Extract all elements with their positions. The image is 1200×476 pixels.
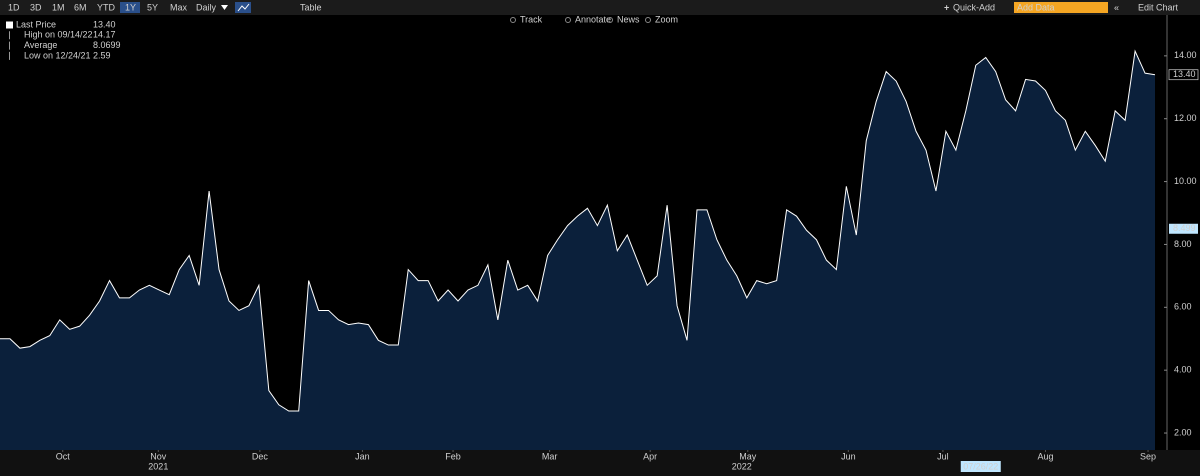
tool-button[interactable]: Annotate xyxy=(575,14,611,24)
price-marker-box xyxy=(1168,69,1199,81)
x-tick-label: Jan xyxy=(355,451,370,461)
x-tick-label: Feb xyxy=(445,451,461,461)
x-tick-label: May xyxy=(739,451,757,461)
x-tick-label: Oct xyxy=(56,451,71,461)
plus-icon: + xyxy=(944,2,949,12)
price-line xyxy=(0,49,1156,412)
range-button[interactable]: 5Y xyxy=(147,2,158,12)
quick-add-button[interactable]: Quick-Add xyxy=(953,2,995,12)
y-tick-label: 8.00 xyxy=(1174,239,1192,249)
price-marker-label: 13.40 xyxy=(1173,69,1196,79)
frequency-button[interactable]: Daily xyxy=(196,2,217,12)
tool-icon xyxy=(510,17,516,23)
crosshair-date-box xyxy=(960,461,1001,472)
legend-label: High on 09/14/22 xyxy=(24,30,93,40)
x-axis-band xyxy=(0,450,1200,476)
tool-icon xyxy=(565,17,571,23)
x-tick-label: Apr xyxy=(643,451,657,461)
x-tick-label: Aug xyxy=(1037,451,1053,461)
x-tick-label: Jul xyxy=(937,451,949,461)
year-label: 2022 xyxy=(732,461,752,471)
legend-box xyxy=(2,18,114,62)
table-button[interactable]: Table xyxy=(300,2,322,12)
legend-value: 8.0699 xyxy=(93,40,121,50)
tool-button[interactable]: Track xyxy=(520,14,543,24)
legend-label: Low on 12/24/21 xyxy=(24,50,91,60)
range-button[interactable]: 1Y xyxy=(125,2,136,12)
price-area xyxy=(0,51,1155,450)
dropdown-arrow xyxy=(221,5,228,10)
legend-label: Last Price xyxy=(16,19,56,29)
price-marker-label: 8.499 xyxy=(1173,223,1196,233)
x-tick-label: Nov xyxy=(150,451,167,461)
edit-chart-button[interactable]: Edit Chart xyxy=(1138,2,1179,12)
range-button[interactable]: 3D xyxy=(30,2,42,12)
tool-icon xyxy=(645,17,651,23)
price-marker-box xyxy=(1169,223,1198,234)
tool-button[interactable]: Zoom xyxy=(655,14,678,24)
legend-label: Average xyxy=(24,40,57,50)
line-icon xyxy=(237,3,250,12)
year-label: 2021 xyxy=(148,461,168,471)
y-tick-label: 12.00 xyxy=(1174,113,1197,123)
x-tick-label: Dec xyxy=(252,451,269,461)
x-tick-label: Mar xyxy=(542,451,558,461)
active-range-bg xyxy=(120,2,140,13)
range-button[interactable]: YTD xyxy=(97,2,116,12)
range-button[interactable]: 1D xyxy=(8,2,20,12)
x-tick-label: Jun xyxy=(841,451,856,461)
legend-swatch xyxy=(6,21,13,29)
range-button[interactable]: 6M xyxy=(74,2,87,12)
crosshair-date: 07/26/22 xyxy=(963,461,998,471)
legend-value: 14.17 xyxy=(93,30,116,40)
y-tick-label: 2.00 xyxy=(1174,427,1192,437)
legend-value: 2.59 xyxy=(93,50,111,60)
collapse-icon: « xyxy=(1114,2,1119,12)
range-button[interactable]: Max xyxy=(170,2,188,12)
toolbar xyxy=(0,0,1200,15)
legend-value: 13.40 xyxy=(93,19,116,29)
y-tick-label: 4.00 xyxy=(1174,365,1192,375)
add-data-input[interactable]: Add Data xyxy=(1017,2,1055,12)
add-data-box[interactable] xyxy=(1014,2,1108,13)
tool-icon xyxy=(607,17,613,23)
y-tick-label: 14.00 xyxy=(1174,50,1197,60)
tool-button[interactable]: News xyxy=(617,14,640,24)
y-tick-label: 10.00 xyxy=(1174,176,1197,186)
y-tick-label: 6.00 xyxy=(1174,302,1192,312)
x-tick-label: Sep xyxy=(1140,451,1156,461)
range-button[interactable]: 1M xyxy=(52,2,65,12)
